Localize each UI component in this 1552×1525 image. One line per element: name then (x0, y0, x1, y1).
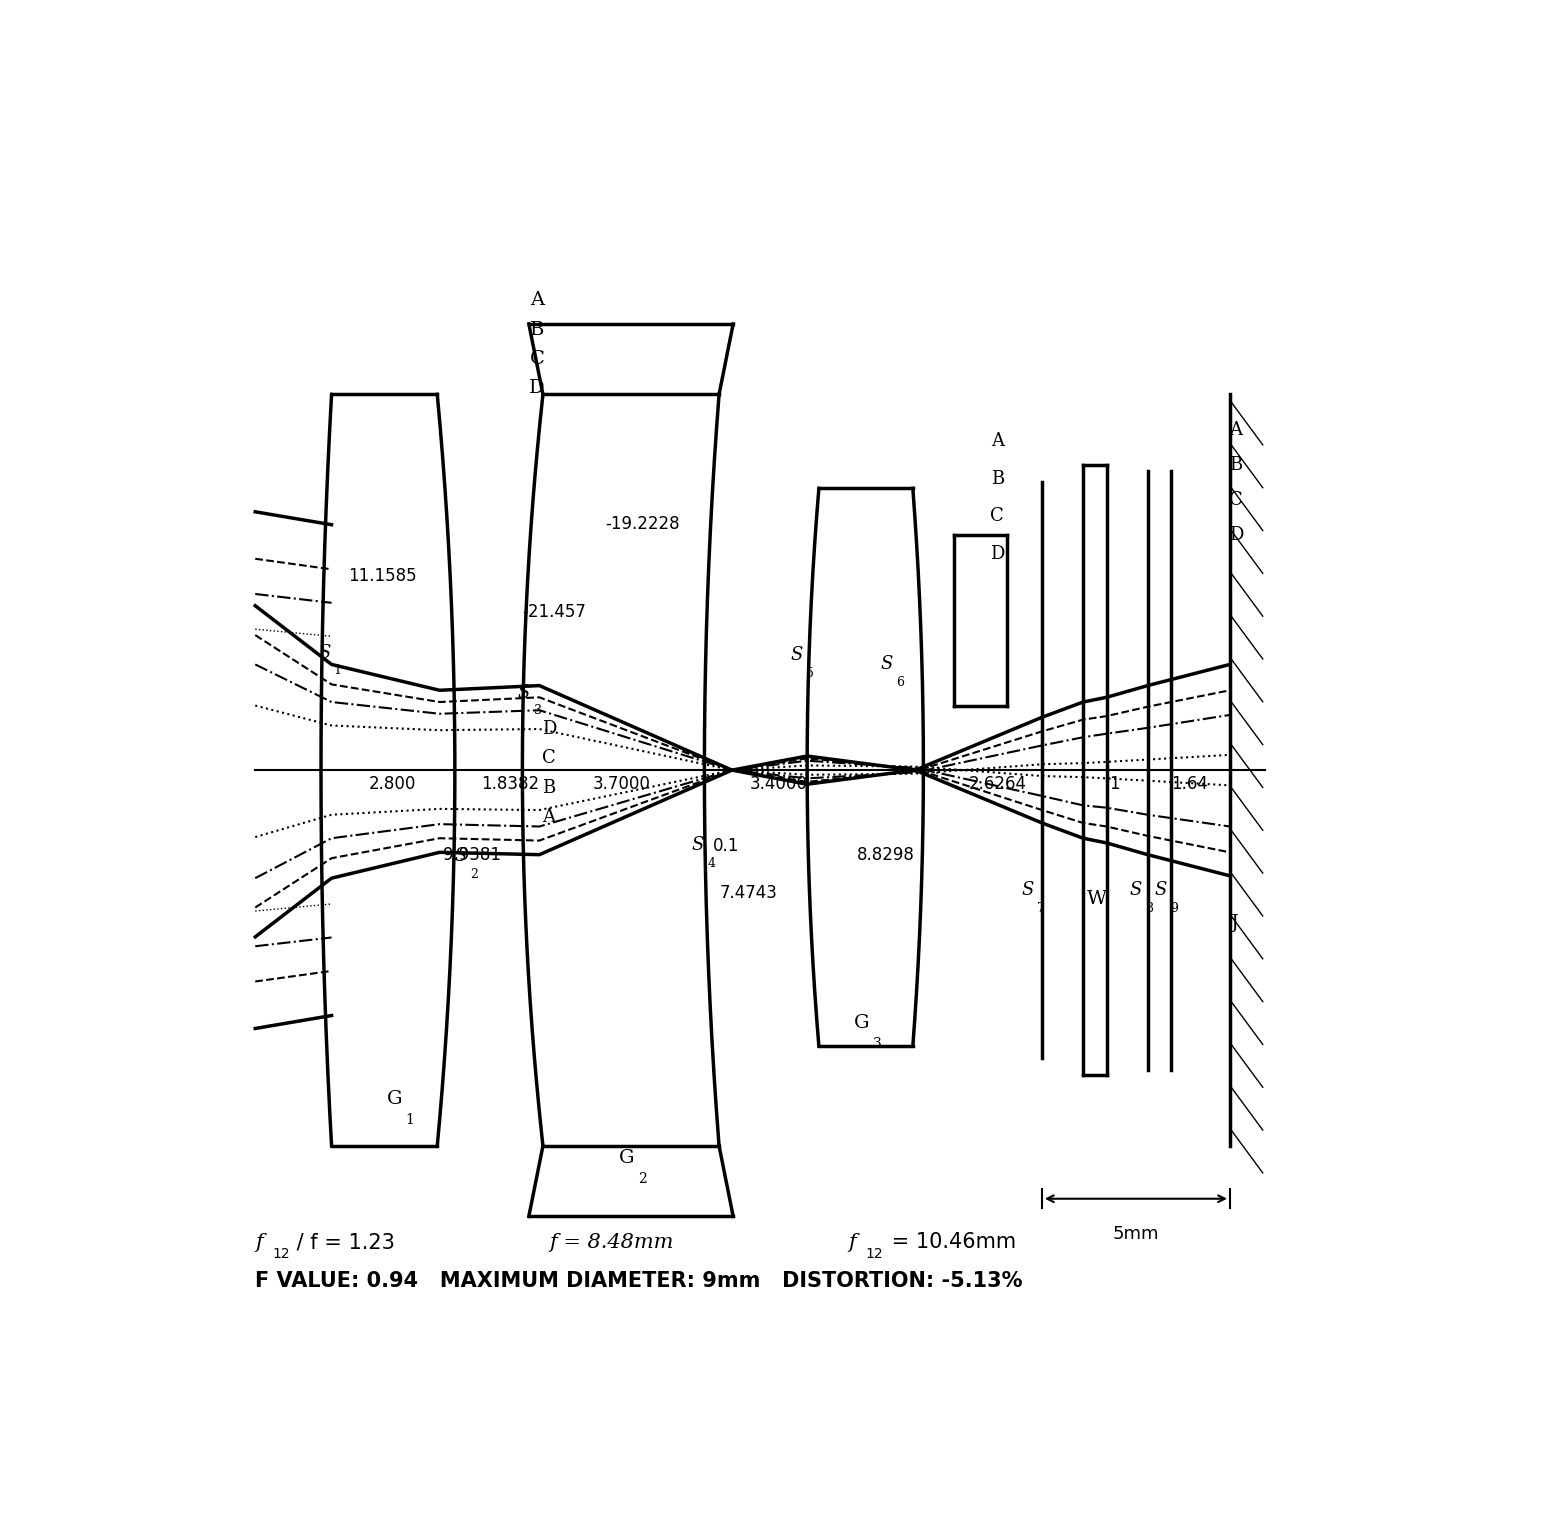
Text: f: f (255, 1232, 262, 1252)
Text: S: S (1130, 881, 1142, 898)
Text: S: S (1155, 881, 1167, 898)
Text: 9: 9 (1170, 901, 1178, 915)
Text: 7.4743: 7.4743 (720, 884, 778, 903)
Text: 1: 1 (334, 665, 341, 677)
Text: S: S (518, 683, 531, 702)
Text: 2: 2 (638, 1171, 647, 1186)
Text: 3: 3 (872, 1037, 882, 1051)
Text: 1.64: 1.64 (1172, 775, 1209, 793)
Text: S: S (1021, 881, 1034, 898)
Text: 1: 1 (405, 1113, 414, 1127)
Text: D: D (990, 544, 1004, 563)
Text: C: C (990, 508, 1004, 526)
Text: S: S (318, 644, 331, 662)
Text: -19.2228: -19.2228 (605, 514, 680, 532)
Text: 11.1585: 11.1585 (348, 567, 416, 586)
Text: A: A (529, 291, 545, 310)
Text: = 10.46mm: = 10.46mm (885, 1232, 1015, 1252)
Text: S: S (692, 836, 703, 854)
Text: 9.9381: 9.9381 (444, 846, 501, 863)
Text: S: S (880, 656, 892, 674)
Text: A: A (1229, 421, 1242, 439)
Text: 3: 3 (534, 705, 542, 717)
Text: 6: 6 (897, 676, 905, 689)
Text: F VALUE: 0.94   MAXIMUM DIAMETER: 9mm   DISTORTION: -5.13%: F VALUE: 0.94 MAXIMUM DIAMETER: 9mm DIST… (255, 1270, 1023, 1292)
Text: 5mm: 5mm (1113, 1225, 1159, 1243)
Text: 2.6264: 2.6264 (968, 775, 1026, 793)
Text: 12: 12 (866, 1247, 883, 1261)
Text: B: B (990, 470, 1004, 488)
Text: 12: 12 (273, 1247, 290, 1261)
Text: B: B (1229, 456, 1242, 474)
Text: / f = 1.23: / f = 1.23 (290, 1232, 396, 1252)
Text: B: B (542, 779, 556, 796)
Text: B: B (529, 320, 545, 339)
Text: D: D (529, 380, 545, 398)
Text: J: J (1231, 913, 1238, 932)
Text: -21.457: -21.457 (523, 602, 587, 621)
Text: C: C (542, 749, 556, 767)
Text: S: S (455, 846, 467, 865)
Text: D: D (542, 720, 556, 738)
Text: 3.4000: 3.4000 (750, 775, 809, 793)
Text: S: S (790, 647, 802, 663)
Text: 3.7000: 3.7000 (593, 775, 650, 793)
Text: 1.8382: 1.8382 (481, 775, 539, 793)
Text: G: G (619, 1148, 635, 1167)
Text: D: D (1229, 526, 1243, 544)
Text: 1: 1 (1110, 775, 1121, 793)
Text: 5: 5 (805, 666, 813, 680)
Text: C: C (529, 351, 545, 368)
Text: 8.8298: 8.8298 (857, 846, 914, 863)
Text: 4: 4 (708, 857, 715, 871)
Text: A: A (990, 432, 1004, 450)
Text: f: f (849, 1232, 857, 1252)
Text: 2: 2 (470, 868, 478, 880)
Text: 0.1: 0.1 (712, 837, 739, 856)
Text: G: G (854, 1014, 869, 1031)
Text: 7: 7 (1037, 901, 1044, 915)
Text: 8: 8 (1145, 901, 1153, 915)
Text: W: W (1088, 891, 1107, 909)
Text: A: A (542, 808, 556, 827)
Text: G: G (386, 1090, 402, 1109)
Text: f = 8.48mm: f = 8.48mm (549, 1232, 674, 1252)
Text: 2.800: 2.800 (369, 775, 416, 793)
Text: C: C (1229, 491, 1243, 509)
